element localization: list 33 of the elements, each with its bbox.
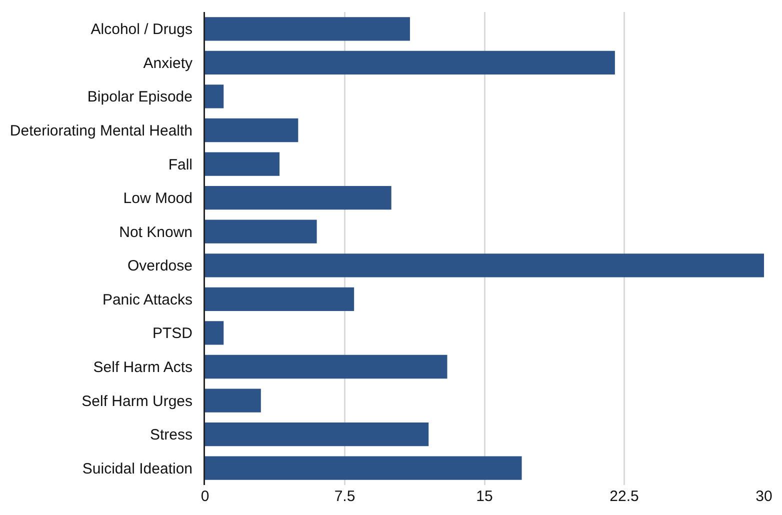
bar	[205, 186, 392, 210]
bar	[205, 456, 522, 480]
y-tick-label: Overdose	[127, 258, 192, 275]
y-tick-label: PTSD	[152, 325, 193, 342]
y-tick-label: Self Harm Urges	[82, 392, 192, 410]
bar	[205, 254, 764, 278]
y-tick-label: Fall	[168, 156, 192, 174]
y-tick-label: Deteriorating Mental Health	[10, 122, 192, 140]
x-tick-label: 0	[200, 488, 210, 505]
y-tick-label: Bipolar Episode	[87, 88, 192, 106]
bar	[205, 17, 410, 41]
y-tick-label: Alcohol / Drugs	[90, 21, 192, 38]
bar	[205, 118, 298, 142]
y-tick-label: Not Known	[119, 224, 192, 241]
x-tick-label: 30	[756, 488, 772, 505]
bar	[205, 354, 448, 379]
x-tick-label: 15	[476, 488, 493, 505]
bar	[205, 84, 224, 108]
y-tick-label: Suicidal Ideation	[82, 460, 192, 478]
y-tick-label: Stress	[150, 426, 192, 444]
y-tick-label: Low Mood	[123, 190, 192, 208]
x-tick-label: 22.5	[610, 488, 639, 505]
bar	[205, 388, 261, 412]
bar	[205, 422, 429, 446]
bar	[205, 220, 317, 244]
bar	[205, 50, 615, 74]
bar	[205, 152, 280, 176]
bar	[205, 321, 224, 345]
y-tick-label: Self Harm Acts	[93, 359, 192, 376]
y-tick-label: Anxiety	[143, 54, 193, 72]
x-tick-label: 7.5	[334, 488, 356, 505]
y-tick-label: Panic Attacks	[102, 291, 192, 308]
bar	[205, 287, 354, 311]
